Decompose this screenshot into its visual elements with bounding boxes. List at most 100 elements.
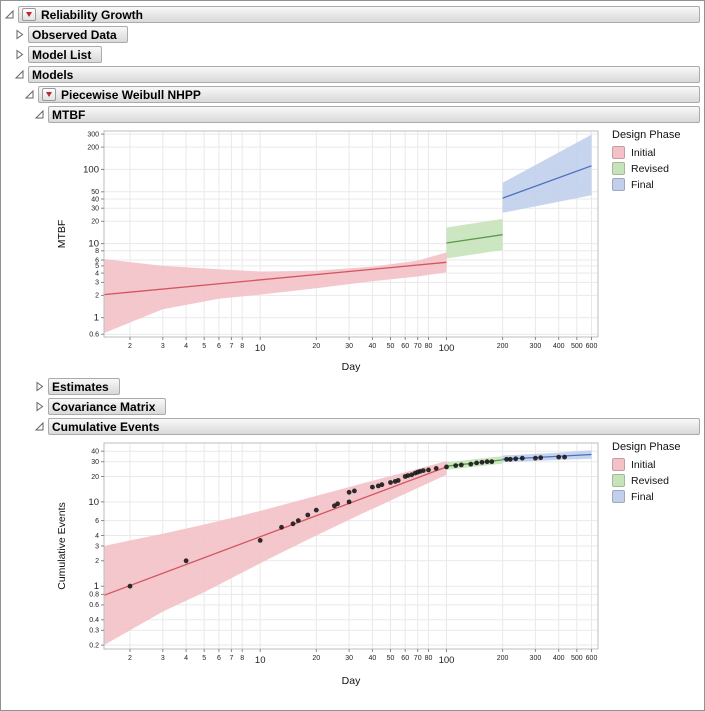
svg-text:2: 2	[128, 655, 132, 662]
svg-text:20: 20	[91, 219, 99, 226]
svg-text:50: 50	[387, 655, 395, 662]
svg-text:6: 6	[217, 655, 221, 662]
svg-text:8: 8	[240, 655, 244, 662]
svg-text:Day: Day	[342, 675, 361, 687]
legend-item-final[interactable]: Final	[612, 178, 681, 191]
outline-row-reliability-growth: Reliability Growth	[4, 6, 700, 23]
outline-header-reliability-growth[interactable]: Reliability Growth	[18, 6, 700, 23]
svg-text:3: 3	[95, 543, 99, 550]
svg-text:Day: Day	[342, 361, 361, 373]
outline-row-model-list: Model List	[14, 46, 700, 63]
svg-text:3: 3	[161, 655, 165, 662]
legend-item-revised[interactable]: Revised	[612, 474, 681, 487]
outline-header-piecewise-weibull-nhpp[interactable]: Piecewise Weibull NHPP	[38, 86, 700, 103]
svg-text:500: 500	[571, 655, 583, 662]
revised-swatch	[612, 162, 625, 175]
legend-label-initial: Initial	[631, 146, 656, 159]
revised-swatch	[612, 474, 625, 487]
svg-text:7: 7	[229, 655, 233, 662]
svg-text:0.6: 0.6	[89, 332, 99, 339]
disclosure-open-icon[interactable]	[14, 69, 25, 80]
legend-title: Design Phase	[612, 129, 681, 141]
outline-title-piecewise-weibull-nhpp: Piecewise Weibull NHPP	[61, 87, 201, 102]
outline-title-covariance-matrix: Covariance Matrix	[52, 399, 156, 414]
red-triangle-menu-icon[interactable]	[22, 8, 36, 21]
disclosure-closed-icon[interactable]	[14, 29, 25, 40]
svg-text:20: 20	[91, 474, 99, 481]
outline-title-cumulative-events: Cumulative Events	[52, 419, 160, 434]
svg-text:400: 400	[553, 655, 565, 662]
outline-header-model-list[interactable]: Model List	[28, 46, 103, 63]
svg-text:6: 6	[95, 257, 99, 264]
svg-text:80: 80	[425, 343, 433, 350]
outline-row-cumulative-events: Cumulative Events	[34, 418, 700, 435]
outline-row-covariance-matrix: Covariance Matrix	[34, 398, 700, 415]
svg-text:4: 4	[95, 270, 99, 277]
legend-item-initial[interactable]: Initial	[612, 146, 681, 159]
svg-text:8: 8	[240, 343, 244, 350]
svg-text:3: 3	[95, 280, 99, 287]
svg-text:5: 5	[202, 343, 206, 350]
svg-text:10: 10	[88, 239, 99, 250]
outline-header-estimates[interactable]: Estimates	[48, 378, 120, 395]
outline-row-mtbf: MTBF	[34, 106, 700, 123]
disclosure-open-icon[interactable]	[34, 109, 45, 120]
outline-title-models: Models	[32, 67, 74, 82]
svg-text:6: 6	[95, 518, 99, 525]
legend-label-initial: Initial	[631, 458, 656, 471]
legend-item-initial[interactable]: Initial	[612, 458, 681, 471]
svg-text:3: 3	[161, 343, 165, 350]
disclosure-closed-icon[interactable]	[14, 49, 25, 60]
cumulative-events-plot[interactable]: 2 3 4 5 6 7 8 10 20 30 40 50 60 70 80 100 200 300 400 500 60…	[54, 437, 606, 689]
svg-text:5: 5	[95, 263, 99, 270]
legend-item-revised[interactable]: Revised	[612, 162, 681, 175]
svg-text:10: 10	[88, 497, 99, 508]
mtbf-chart-area: 2 3 4 5 6 7 8 10 20 30 40 50 60 70 80 100 200 300 400 500 60…	[54, 125, 700, 375]
svg-text:5: 5	[202, 655, 206, 662]
svg-text:40: 40	[369, 655, 377, 662]
disclosure-open-icon[interactable]	[24, 89, 35, 100]
svg-text:20: 20	[312, 655, 320, 662]
legend-item-final[interactable]: Final	[612, 490, 681, 503]
svg-text:200: 200	[497, 655, 509, 662]
svg-text:300: 300	[87, 131, 99, 138]
disclosure-open-icon[interactable]	[4, 9, 15, 20]
svg-text:2: 2	[95, 558, 99, 565]
legend-label-revised: Revised	[631, 162, 669, 175]
design-phase-legend: Design Phase Initial Revised Final	[612, 441, 681, 506]
outline-header-mtbf[interactable]: MTBF	[48, 106, 700, 123]
svg-text:Cumulative Events: Cumulative Events	[56, 502, 68, 590]
mtbf-plot[interactable]: 2 3 4 5 6 7 8 10 20 30 40 50 60 70 80 100 200 300 400 500 60…	[54, 125, 606, 375]
outline-header-models[interactable]: Models	[28, 66, 700, 83]
svg-text:100: 100	[83, 164, 99, 175]
outline-row-models: Models	[14, 66, 700, 83]
svg-text:70: 70	[414, 655, 422, 662]
svg-text:300: 300	[530, 343, 542, 350]
svg-text:0.8: 0.8	[89, 592, 99, 599]
outline-title-reliability-growth: Reliability Growth	[41, 7, 144, 22]
outline-header-observed-data[interactable]: Observed Data	[28, 26, 128, 43]
svg-text:0.6: 0.6	[89, 602, 99, 609]
svg-text:300: 300	[530, 655, 542, 662]
svg-text:6: 6	[217, 343, 221, 350]
svg-text:40: 40	[91, 449, 99, 456]
disclosure-closed-icon[interactable]	[34, 381, 45, 392]
disclosure-open-icon[interactable]	[34, 421, 45, 432]
svg-text:30: 30	[345, 343, 353, 350]
red-triangle-menu-icon[interactable]	[42, 88, 56, 101]
outline-row-estimates: Estimates	[34, 378, 700, 395]
disclosure-closed-icon[interactable]	[34, 401, 45, 412]
final-swatch	[612, 178, 625, 191]
svg-text:4: 4	[184, 655, 188, 662]
svg-text:0.3: 0.3	[89, 628, 99, 635]
legend-label-final: Final	[631, 178, 654, 191]
svg-text:600: 600	[586, 343, 598, 350]
svg-text:30: 30	[345, 655, 353, 662]
legend-title: Design Phase	[612, 441, 681, 453]
svg-text:30: 30	[91, 459, 99, 466]
legend-label-final: Final	[631, 490, 654, 503]
outline-header-cumulative-events[interactable]: Cumulative Events	[48, 418, 700, 435]
svg-text:80: 80	[425, 655, 433, 662]
outline-header-covariance-matrix[interactable]: Covariance Matrix	[48, 398, 167, 415]
svg-text:100: 100	[439, 343, 455, 354]
